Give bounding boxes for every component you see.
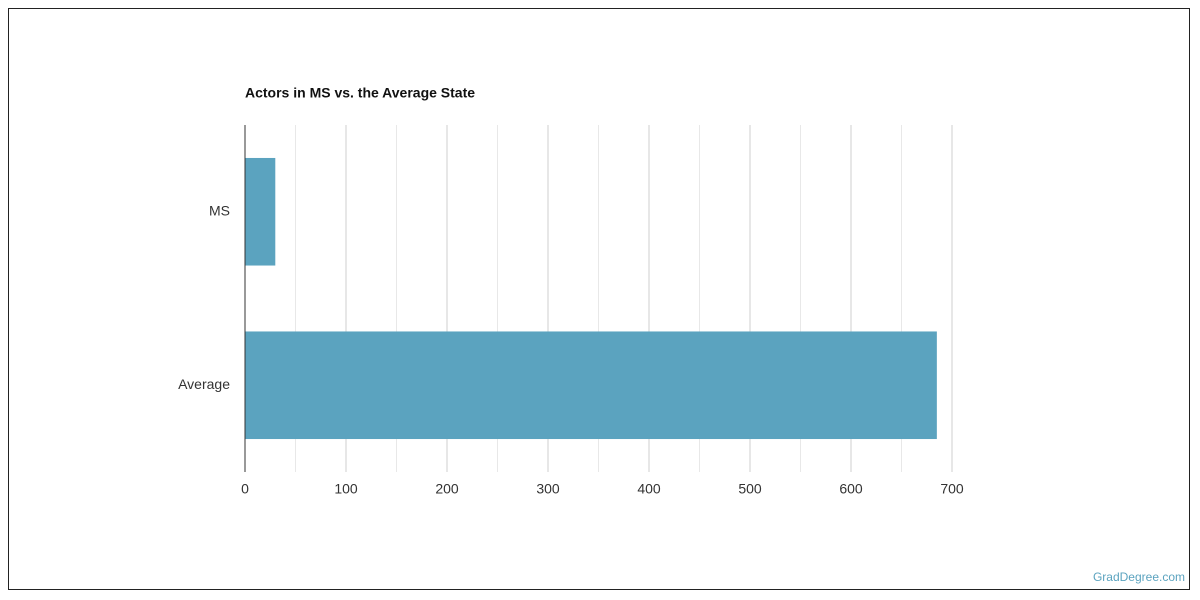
bar <box>245 331 937 440</box>
x-tick-label: 400 <box>637 481 661 497</box>
x-tick-label: 700 <box>940 481 964 497</box>
x-tick-label: 500 <box>738 481 762 497</box>
frame <box>8 8 1190 590</box>
x-tick-label: 300 <box>536 481 560 497</box>
x-tick-label: 200 <box>435 481 459 497</box>
chart-title: Actors in MS vs. the Average State <box>245 85 475 101</box>
y-tick-label: MS <box>209 202 230 218</box>
x-tick-label: 0 <box>241 481 249 497</box>
x-tick-label: 100 <box>334 481 358 497</box>
source[interactable]: GradDegree.com <box>1093 570 1185 584</box>
bar <box>245 157 276 266</box>
y-tick-label: Average <box>178 376 230 392</box>
x-tick-label: 600 <box>839 481 863 497</box>
